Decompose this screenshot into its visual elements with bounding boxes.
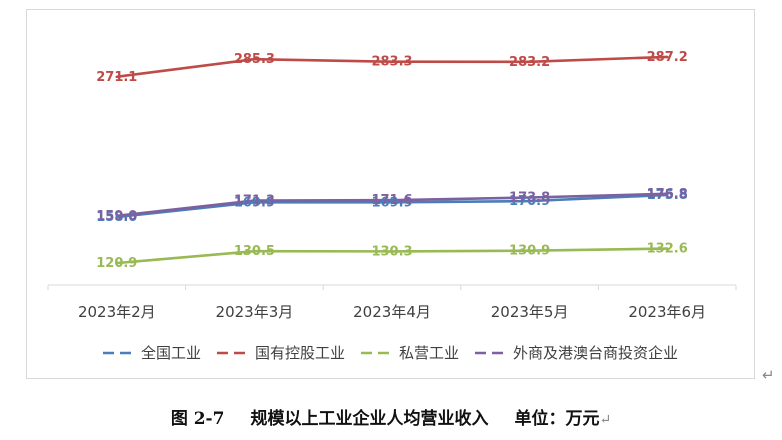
data-label: 169.9 xyxy=(371,195,412,210)
data-label: 171.3 xyxy=(234,194,275,209)
data-label: 173.8 xyxy=(509,190,550,205)
data-label: 175.8 xyxy=(647,188,688,203)
figure-title: 规模以上工业企业人均营业收入 xyxy=(250,409,489,429)
figure-number: 图 2-7 xyxy=(170,409,225,429)
series-line xyxy=(115,247,669,265)
legend-label: 私营工业 xyxy=(399,344,459,362)
data-label: 132.6 xyxy=(647,242,688,257)
data-label: 130.3 xyxy=(371,244,412,259)
data-label: 120.9 xyxy=(96,256,137,271)
line-chart: 2023年2月 2023年3月 2023年4月 2023年5月 2023年6月 158.0… xyxy=(47,50,737,362)
legend-item: 私营工业 xyxy=(361,344,459,362)
data-label: 130.5 xyxy=(234,244,275,259)
data-label: 283.3 xyxy=(371,55,412,70)
x-tick-label: 2023年2月 xyxy=(78,303,156,321)
paragraph-return-mark: ↵ xyxy=(599,412,612,428)
paragraph-return-mark: ↵ xyxy=(762,366,775,384)
data-label: 287.2 xyxy=(647,50,688,65)
data-label: 285.3 xyxy=(234,52,275,67)
figure-caption: 图 2-7 规模以上工业企业人均营业收入 单位：万元↵ xyxy=(0,404,782,429)
data-label: 170.9 xyxy=(509,194,550,209)
legend-item: 全国工业 xyxy=(103,344,201,362)
x-tick-label: 2023年4月 xyxy=(353,303,431,321)
x-tick-label: 2023年5月 xyxy=(491,303,569,321)
series-line xyxy=(115,193,669,219)
data-label: 176.8 xyxy=(647,187,688,202)
legend-label: 外商及港澳台商投资企业 xyxy=(513,344,678,362)
legend-item: 外商及港澳台商投资企业 xyxy=(475,344,678,362)
data-label: 159.0 xyxy=(96,209,137,224)
legend-label: 国有控股工业 xyxy=(255,344,345,362)
unit-label: 单位：万元 xyxy=(514,409,600,429)
data-label: 171.6 xyxy=(371,193,412,208)
series-line xyxy=(115,192,669,218)
data-label: 158.0 xyxy=(96,210,137,225)
data-label: 130.9 xyxy=(509,244,550,259)
data-label: 271.1 xyxy=(96,70,137,85)
data-label: 283.2 xyxy=(509,55,550,70)
x-tick-label: 2023年6月 xyxy=(628,303,706,321)
legend-item: 国有控股工业 xyxy=(217,344,345,362)
legend-label: 全国工业 xyxy=(141,344,201,362)
chart-frame: 2023年2月 2023年3月 2023年4月 2023年5月 2023年6月 158.0… xyxy=(26,9,755,379)
data-label: 169.9 xyxy=(234,195,275,210)
series-line xyxy=(115,55,669,79)
x-tick-label: 2023年3月 xyxy=(216,303,294,321)
